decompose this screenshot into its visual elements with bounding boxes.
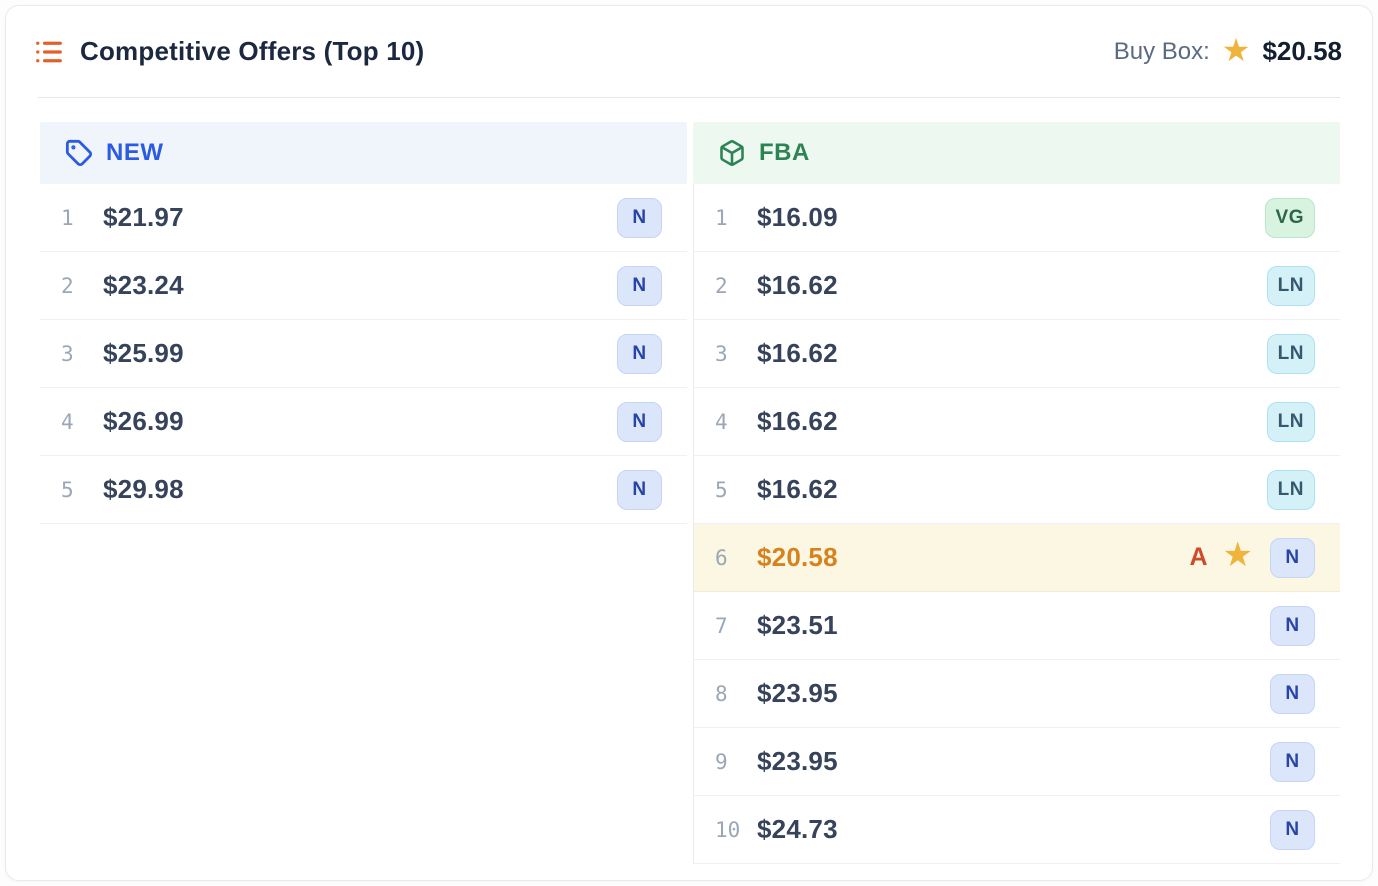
offer-price: $23.95 xyxy=(757,746,838,776)
offer-rank: 9 xyxy=(715,749,728,774)
box-icon xyxy=(718,139,746,167)
offer-price: $21.97 xyxy=(103,202,184,232)
offer-price: $26.99 xyxy=(103,406,184,436)
offer-price: $16.62 xyxy=(757,406,838,436)
condition-badge: N xyxy=(1270,537,1315,578)
offer-rank: 3 xyxy=(61,341,74,366)
offer-rank: 5 xyxy=(61,477,74,502)
fba-column-label: FBA xyxy=(759,139,810,166)
offer-row[interactable]: 7 $23.51 N xyxy=(694,592,1340,660)
list-icon xyxy=(34,37,64,67)
offer-rank: 7 xyxy=(715,613,728,638)
condition-badge: VG xyxy=(1264,197,1315,238)
new-column-label: NEW xyxy=(106,139,164,166)
offer-price: $23.51 xyxy=(757,610,838,640)
offer-row[interactable]: 4 $16.62 LN xyxy=(694,388,1340,456)
offer-rank: 3 xyxy=(715,341,728,366)
offer-rank: 2 xyxy=(61,273,74,298)
condition-badge: LN xyxy=(1266,333,1315,374)
offer-row[interactable]: 10 $24.73 N xyxy=(694,796,1340,864)
buy-box-label: Buy Box: xyxy=(1113,37,1210,65)
offer-row[interactable]: 2 $23.24 N xyxy=(40,252,687,320)
amazon-flag: A xyxy=(1189,543,1208,571)
offer-row[interactable]: 5 $29.98 N xyxy=(40,456,687,524)
offer-price: $25.99 xyxy=(103,338,184,368)
star-icon: ★ xyxy=(1221,31,1251,68)
new-offer-list: 1 $21.97 N 2 $23.24 N 3 $25.99 N xyxy=(40,184,687,524)
offer-price: $24.73 xyxy=(757,814,838,844)
offer-price: $16.62 xyxy=(757,338,838,368)
condition-badge: N xyxy=(617,265,662,306)
offer-rank: 1 xyxy=(715,205,728,230)
offers-content: NEW 1 $21.97 N 2 $23.24 N 3 $25 xyxy=(6,98,1372,864)
offer-row[interactable]: 1 $16.09 VG xyxy=(694,184,1340,252)
card-header: Competitive Offers (Top 10) Buy Box: ★ $… xyxy=(6,6,1372,97)
offer-rank: 2 xyxy=(715,273,728,298)
offer-row[interactable]: 3 $25.99 N xyxy=(40,320,687,388)
condition-badge: LN xyxy=(1266,401,1315,442)
offer-price: $23.24 xyxy=(103,270,184,300)
buy-box-offer-row[interactable]: 6 $20.58 A ★ N xyxy=(694,524,1340,592)
offer-price: $16.62 xyxy=(757,270,838,300)
condition-badge: LN xyxy=(1266,469,1315,510)
new-column-header: NEW xyxy=(40,122,687,184)
offer-rank: 5 xyxy=(715,477,728,502)
buy-box-summary: Buy Box: ★ $20.58 xyxy=(1113,31,1342,68)
condition-badge: N xyxy=(617,197,662,238)
condition-badge: N xyxy=(617,401,662,442)
buy-box-price: $20.58 xyxy=(1262,36,1342,66)
new-offers-column: NEW 1 $21.97 N 2 $23.24 N 3 $25 xyxy=(40,122,687,864)
condition-badge: N xyxy=(617,333,662,374)
offer-price: $16.09 xyxy=(757,202,838,232)
competitive-offers-card: Competitive Offers (Top 10) Buy Box: ★ $… xyxy=(5,5,1373,881)
offer-row[interactable]: 8 $23.95 N xyxy=(694,660,1340,728)
offer-price: $23.95 xyxy=(757,678,838,708)
offer-rank: 1 xyxy=(61,205,74,230)
condition-badge: N xyxy=(617,469,662,510)
offer-rank: 4 xyxy=(61,409,74,434)
buy-box-extras: A ★ N xyxy=(1189,535,1315,578)
offer-row[interactable]: 1 $21.97 N xyxy=(40,184,687,252)
title-group: Competitive Offers (Top 10) xyxy=(34,36,424,67)
page-title: Competitive Offers (Top 10) xyxy=(80,36,425,66)
fba-column-header: FBA xyxy=(693,122,1340,184)
offer-rank: 8 xyxy=(715,681,728,706)
offer-price: $29.98 xyxy=(103,474,184,504)
condition-badge: N xyxy=(1270,673,1315,714)
condition-badge: N xyxy=(1270,605,1315,646)
fba-offers-column: FBA 1 $16.09 VG 2 $16.62 LN 3 $ xyxy=(693,122,1340,864)
offer-row[interactable]: 3 $16.62 LN xyxy=(694,320,1340,388)
condition-badge: LN xyxy=(1266,265,1315,306)
offer-row[interactable]: 4 $26.99 N xyxy=(40,388,687,456)
condition-badge: N xyxy=(1270,809,1315,850)
offer-row[interactable]: 9 $23.95 N xyxy=(694,728,1340,796)
offer-row[interactable]: 5 $16.62 LN xyxy=(694,456,1340,524)
tag-icon xyxy=(65,139,93,167)
header-divider xyxy=(38,97,1340,98)
condition-badge: N xyxy=(1270,741,1315,782)
offer-price: $20.58 xyxy=(757,542,838,572)
fba-offer-list: 1 $16.09 VG 2 $16.62 LN 3 $16.62 LN xyxy=(693,184,1340,864)
offer-price: $16.62 xyxy=(757,474,838,504)
offer-rank: 10 xyxy=(715,817,741,842)
offer-row[interactable]: 2 $16.62 LN xyxy=(694,252,1340,320)
star-icon: ★ xyxy=(1222,535,1253,574)
offer-rank: 6 xyxy=(715,545,728,570)
offer-rank: 4 xyxy=(715,409,728,434)
